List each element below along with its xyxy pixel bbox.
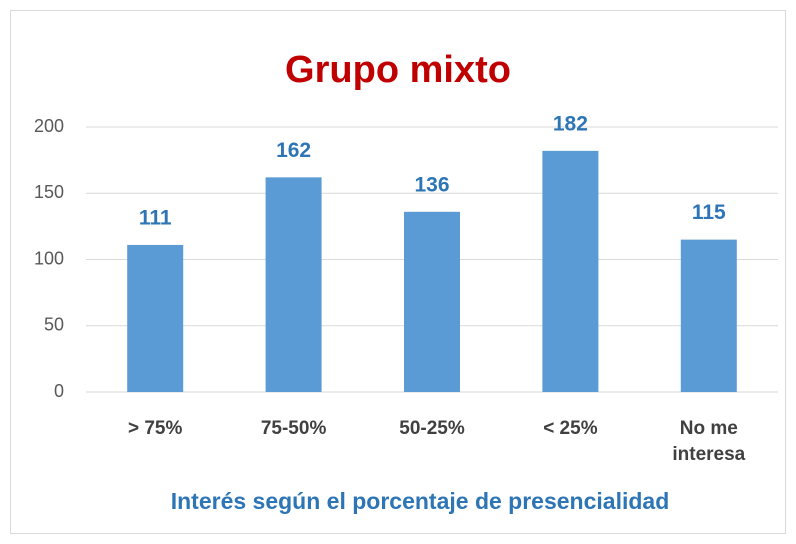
data-label: 111 [139, 206, 172, 229]
x-tick-label: 50-25% [399, 418, 465, 439]
y-tick-label: 50 [44, 315, 64, 335]
data-label: 182 [553, 112, 588, 135]
x-tick-label: < 25% [543, 418, 598, 439]
x-tick-label: > 75% [127, 418, 183, 439]
bar [265, 177, 322, 392]
data-label: 136 [414, 173, 449, 196]
bar [542, 150, 599, 392]
data-label: 162 [276, 139, 311, 162]
bar [127, 244, 184, 392]
chart-title: Grupo mixto [285, 49, 511, 91]
data-label: 115 [692, 201, 726, 224]
bar [404, 211, 460, 392]
bar [680, 239, 737, 392]
x-axis-title: Interés según el porcentaje de presencia… [171, 488, 670, 514]
x-tick-label: No me interesa [672, 418, 746, 465]
y-tick-label: 100 [34, 248, 64, 268]
y-tick-label: 150 [34, 182, 64, 202]
x-tick-label: 75-50% [260, 418, 327, 439]
y-tick-label: 0 [54, 381, 64, 401]
y-tick-label: 200 [34, 116, 64, 136]
